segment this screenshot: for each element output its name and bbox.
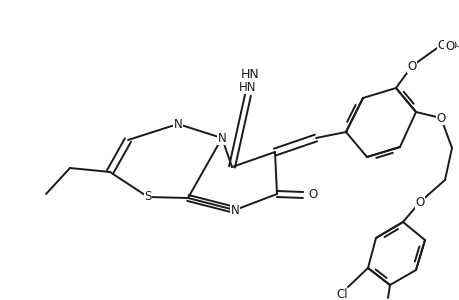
Text: HN: HN xyxy=(239,80,256,94)
Text: O: O xyxy=(444,40,453,52)
Text: O-: O- xyxy=(447,41,459,51)
Text: N: N xyxy=(173,118,182,130)
Text: O: O xyxy=(436,112,445,124)
Text: Cl: Cl xyxy=(336,289,347,300)
Text: S: S xyxy=(144,190,151,203)
Text: O: O xyxy=(437,38,446,52)
Text: HN: HN xyxy=(240,68,259,81)
Text: O: O xyxy=(308,188,317,202)
Text: N: N xyxy=(230,203,239,217)
Text: N: N xyxy=(217,131,226,145)
Text: O: O xyxy=(407,59,416,73)
Text: O: O xyxy=(414,196,424,208)
